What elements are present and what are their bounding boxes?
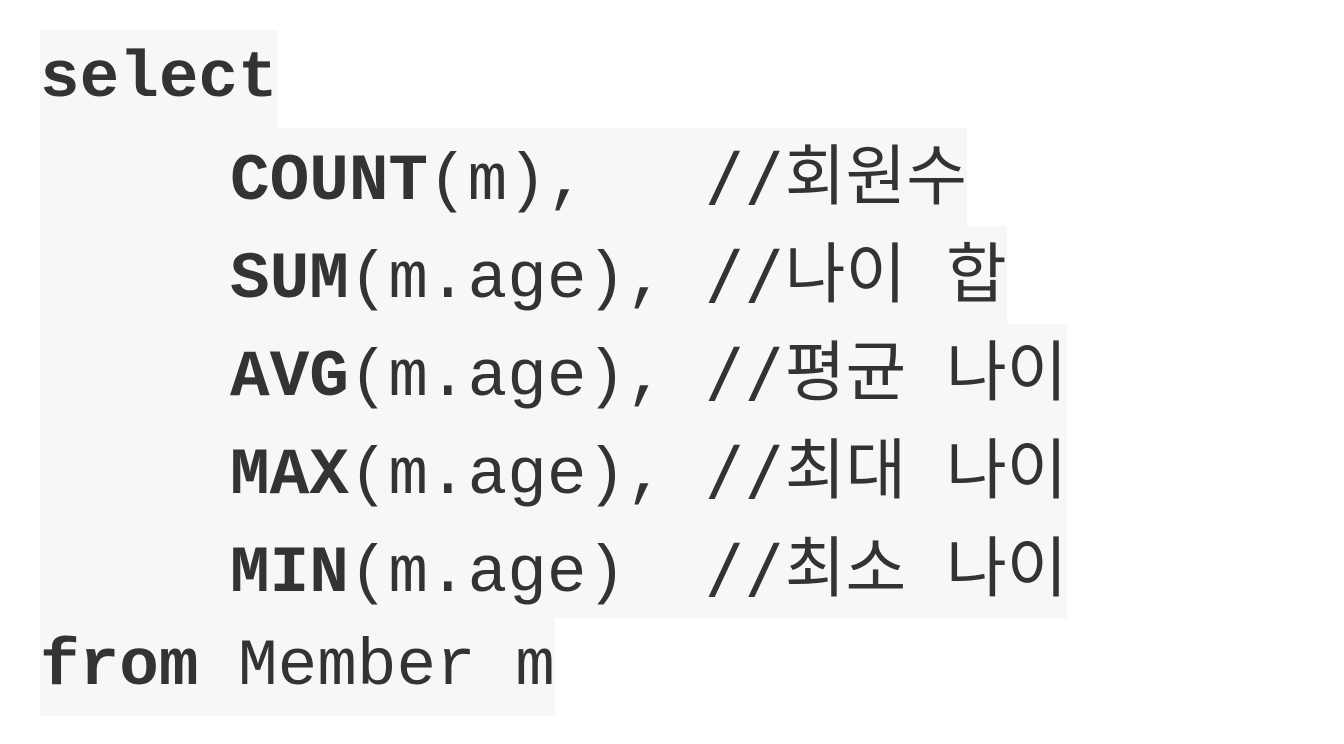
code-line-min: MIN(m.age) //최소 나이 — [40, 520, 1068, 618]
from-clause: Member m — [198, 629, 555, 704]
function-args: (m.age) — [348, 536, 706, 611]
code-line-avg: AVG(m.age), //평균 나이 — [40, 324, 1068, 422]
function-count: COUNT — [230, 144, 429, 219]
function-args: (m), — [428, 144, 706, 219]
code-comment: //최소 나이 — [705, 530, 1068, 607]
code-line-from: from Member m — [40, 618, 555, 716]
function-args: (m.age), — [348, 242, 706, 317]
code-comment: //최대 나이 — [705, 432, 1068, 509]
function-args: (m.age), — [348, 340, 706, 415]
keyword-from: from — [40, 629, 199, 704]
code-comment: //평균 나이 — [705, 334, 1068, 411]
function-max: MAX — [230, 438, 349, 513]
function-min: MIN — [230, 536, 349, 611]
function-args: (m.age), — [348, 438, 706, 513]
code-block: select COUNT(m), //회원수 SUM(m.age), //나이 … — [40, 30, 1068, 716]
function-sum: SUM — [230, 242, 349, 317]
code-line-sum: SUM(m.age), //나이 합 — [40, 226, 1007, 324]
code-line-max: MAX(m.age), //최대 나이 — [40, 422, 1068, 520]
keyword-select: select — [40, 41, 278, 116]
function-avg: AVG — [230, 340, 349, 415]
code-line-select: select — [40, 30, 278, 128]
code-comment: //회원수 — [705, 138, 967, 215]
code-comment: //나이 합 — [705, 236, 1007, 313]
code-line-count: COUNT(m), //회원수 — [40, 128, 967, 226]
